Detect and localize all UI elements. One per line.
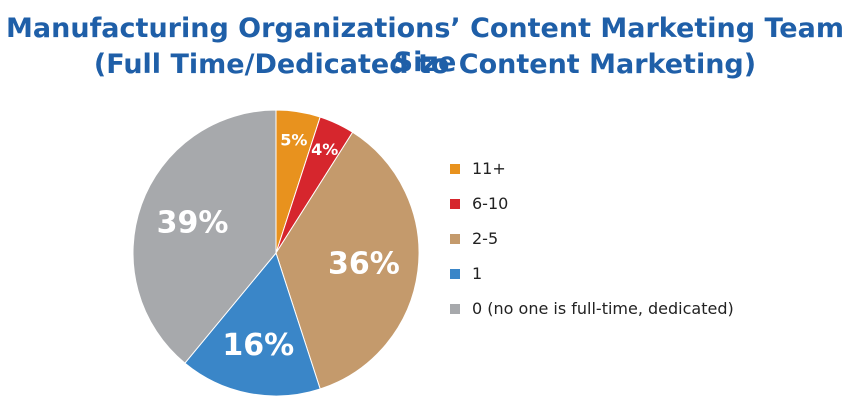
legend-label-6-10: 6-10 <box>472 194 509 213</box>
data-label-2-5: 36% <box>328 247 400 282</box>
legend-label-11-plus: 11+ <box>472 159 506 178</box>
legend-label-2-5: 2-5 <box>472 229 499 248</box>
legend-item-6-10: 6-10 <box>450 186 734 221</box>
data-label-11-plus: 5% <box>280 131 307 150</box>
legend-swatch-1 <box>450 268 460 279</box>
data-label-1: 16% <box>222 328 294 363</box>
legend-item-11-plus: 11+ <box>450 151 734 186</box>
chart-title-line-1: Manufacturing Organizations’ Content Mar… <box>6 13 844 78</box>
pie-slice-1 <box>184 251 321 397</box>
legend-swatch-2-5 <box>450 233 460 244</box>
legend: 11+ 6-10 2-5 1 0 (no one is full-time, d… <box>450 151 734 326</box>
legend-label-1: 1 <box>472 264 483 283</box>
legend-swatch-0 <box>450 303 460 314</box>
data-label-6-10: 4% <box>311 140 338 159</box>
pie-slice-0 <box>132 109 277 364</box>
legend-label-0: 0 (no one is full-time, dedicated) <box>472 299 734 318</box>
legend-item-2-5: 2-5 <box>450 221 734 256</box>
data-label-0: 39% <box>157 205 229 240</box>
chart-title-line-2: (Full Time/Dedicated to Content Marketin… <box>93 49 757 80</box>
legend-item-0: 0 (no one is full-time, dedicated) <box>450 291 734 326</box>
pie-slice-2-5 <box>275 131 420 390</box>
legend-swatch-6-10 <box>450 198 460 209</box>
legend-item-1: 1 <box>450 256 734 291</box>
legend-swatch-11-plus <box>450 163 460 174</box>
